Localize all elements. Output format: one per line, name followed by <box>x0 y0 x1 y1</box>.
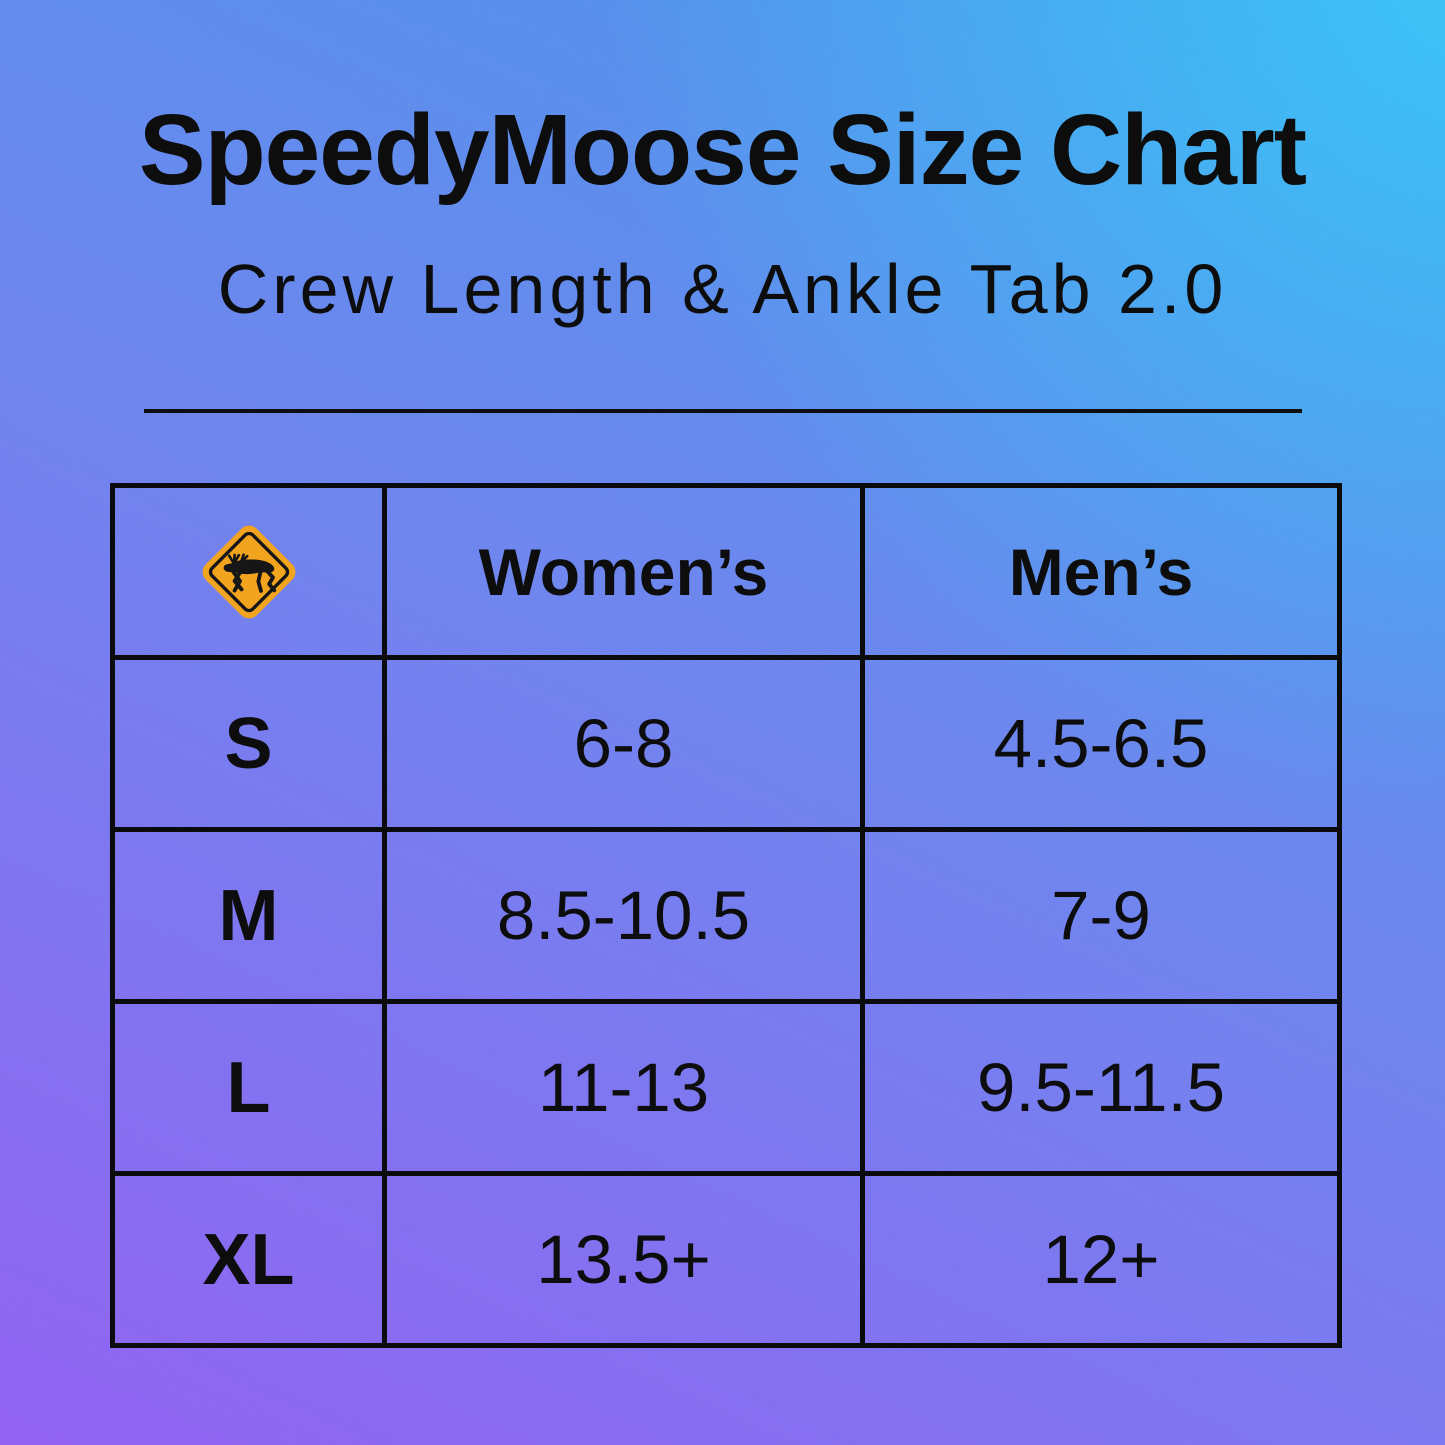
table-row-xl: XL 13.5+ 12+ <box>110 1171 1342 1348</box>
size-table: Women’s Men’s S 6-8 4.5-6.5 M 8.5-10.5 7… <box>110 483 1342 1348</box>
womens-value-s: 6-8 <box>382 655 865 832</box>
table-row-m: M 8.5-10.5 7-9 <box>110 827 1342 1004</box>
column-header-womens: Women’s <box>382 483 865 660</box>
womens-value-xl: 13.5+ <box>382 1171 865 1348</box>
size-label-m: M <box>110 827 387 1004</box>
page-subtitle: Crew Length & Ankle Tab 2.0 <box>217 250 1228 328</box>
table-row-l: L 11-13 9.5-11.5 <box>110 999 1342 1176</box>
table-header-row: Women’s Men’s <box>110 483 1342 660</box>
page-title: SpeedyMoose Size Chart <box>138 94 1307 206</box>
womens-value-m: 8.5-10.5 <box>382 827 865 1004</box>
mens-value-s: 4.5-6.5 <box>860 655 1342 832</box>
divider-line <box>144 409 1302 413</box>
moose-crossing-icon <box>115 512 382 632</box>
mens-value-m: 7-9 <box>860 827 1342 1004</box>
womens-value-l: 11-13 <box>382 999 865 1176</box>
size-label-xl: XL <box>110 1171 387 1348</box>
table-row-s: S 6-8 4.5-6.5 <box>110 655 1342 832</box>
size-label-s: S <box>110 655 387 832</box>
mens-value-l: 9.5-11.5 <box>860 999 1342 1176</box>
mens-value-xl: 12+ <box>860 1171 1342 1348</box>
corner-sign-cell <box>110 483 387 660</box>
column-header-mens: Men’s <box>860 483 1342 660</box>
size-label-l: L <box>110 999 387 1176</box>
